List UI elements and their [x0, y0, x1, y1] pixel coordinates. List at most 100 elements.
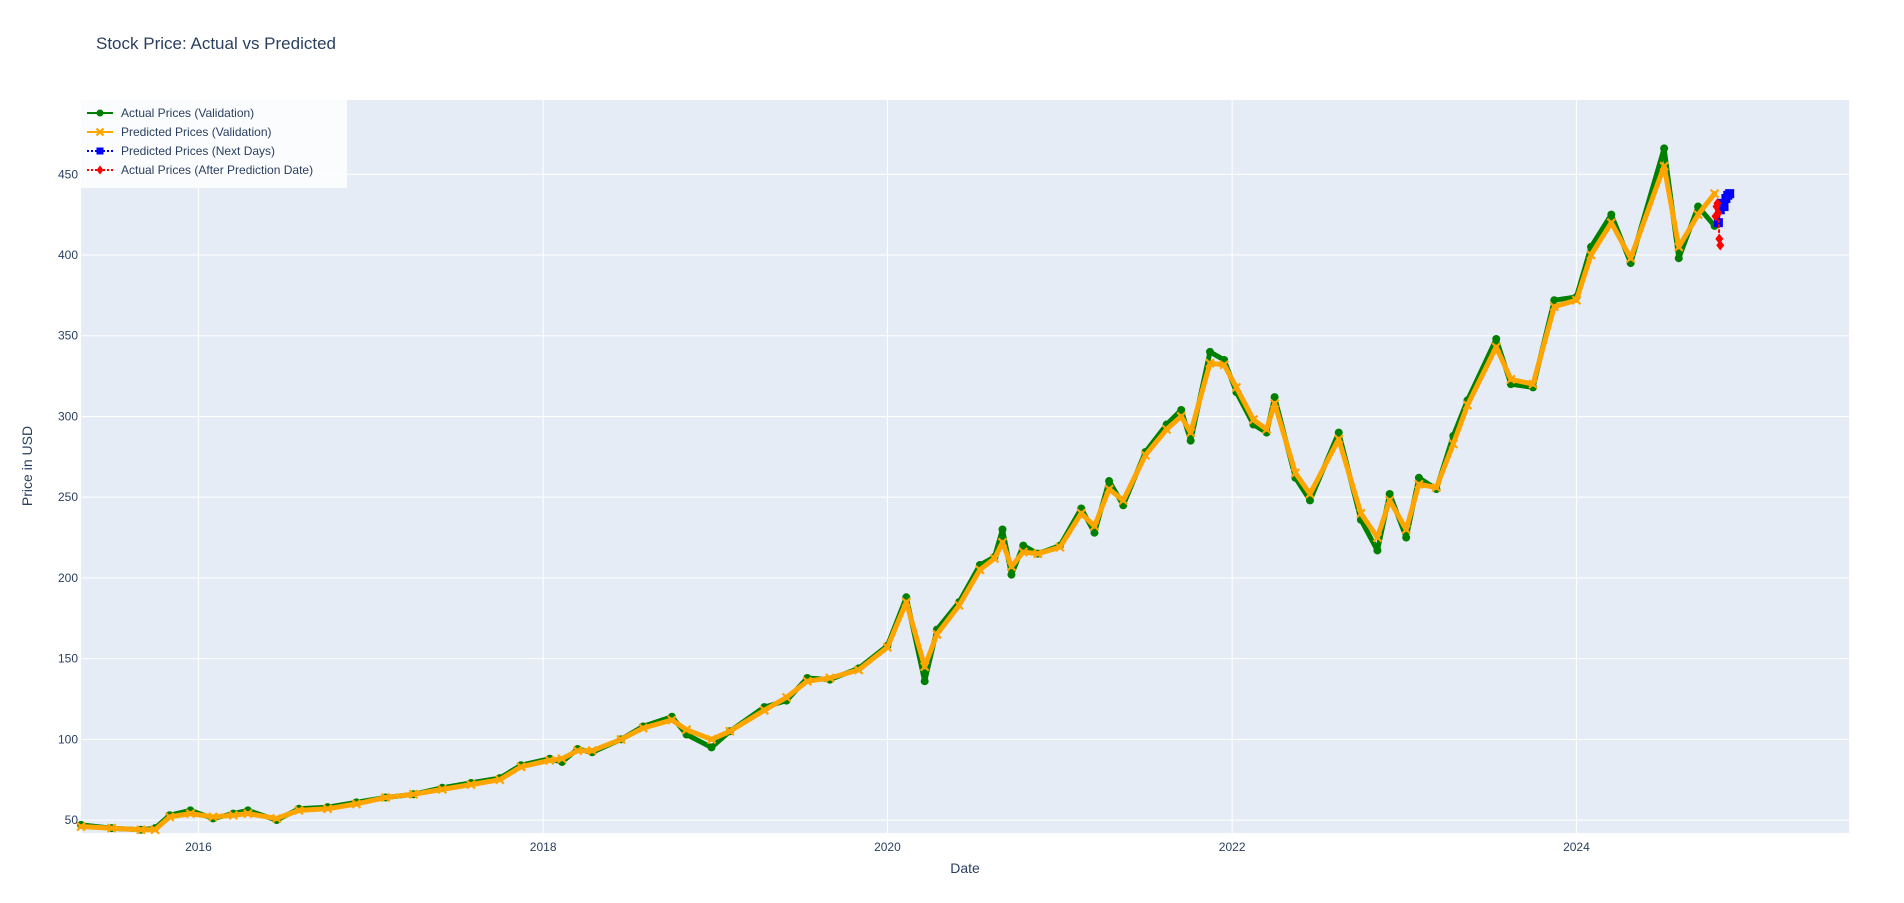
series-layer — [76, 144, 1735, 835]
y-tick-label: 200 — [58, 571, 78, 585]
data-point — [802, 676, 813, 687]
legend-item[interactable]: Actual Prices (After Prediction Date) — [85, 161, 313, 179]
data-point — [1660, 144, 1669, 153]
data-point — [294, 805, 304, 816]
data-point — [1607, 210, 1616, 219]
chart-title: Stock Price: Actual vs Predicted — [96, 34, 336, 53]
data-point — [1606, 217, 1617, 228]
data-point — [1018, 547, 1029, 557]
data-point — [882, 642, 893, 653]
data-point — [681, 724, 692, 735]
data-point — [1716, 240, 1725, 251]
data-point — [1373, 546, 1382, 555]
legend-swatch — [87, 109, 113, 117]
data-point — [1019, 541, 1028, 550]
data-point — [1693, 209, 1703, 220]
y-tick-label: 250 — [58, 490, 78, 504]
data-point — [1725, 189, 1735, 199]
data-point — [1414, 479, 1424, 490]
data-point — [228, 810, 239, 821]
data-point — [1384, 495, 1395, 506]
data-point — [1269, 398, 1280, 409]
data-point — [1506, 374, 1516, 385]
data-point — [1659, 161, 1669, 171]
data-point — [1076, 508, 1087, 519]
data-point — [437, 784, 448, 795]
legend-swatch — [87, 127, 113, 137]
y-axis-ticks: 50 100 150 200 250 300 350 400 450 — [58, 167, 78, 827]
data-point — [494, 774, 505, 785]
legend-marker — [95, 127, 105, 137]
data-point — [1674, 254, 1683, 263]
y-tick-label: 450 — [58, 167, 78, 181]
data-point — [825, 673, 835, 683]
y-axis-title: Price in USD — [19, 426, 35, 506]
x-tick-label: 2020 — [874, 840, 901, 854]
data-point — [667, 715, 677, 725]
y-tick-label: 50 — [65, 813, 79, 827]
data-point — [1714, 207, 1723, 219]
data-point — [1104, 484, 1114, 494]
data-point — [1414, 473, 1423, 482]
data-point — [1205, 347, 1214, 356]
data-point — [1118, 495, 1128, 506]
data-point — [136, 824, 146, 835]
y-tick-label: 400 — [58, 248, 78, 262]
legend-swatch — [87, 147, 113, 155]
data-point — [106, 823, 117, 833]
data-point — [164, 812, 175, 822]
data-point — [1586, 250, 1596, 260]
data-point — [408, 789, 419, 800]
data-point — [901, 597, 912, 607]
data-point — [1625, 253, 1636, 264]
data-point — [1334, 428, 1343, 437]
data-point — [954, 600, 964, 611]
y-tick-label: 150 — [58, 652, 78, 666]
data-point — [616, 734, 626, 745]
data-point — [1673, 242, 1684, 252]
x-tick-label: 2016 — [185, 840, 212, 854]
legend[interactable]: Actual Prices (Validation) Predicted Pric… — [81, 100, 347, 188]
data-point — [1140, 450, 1151, 460]
data-point — [1261, 424, 1272, 435]
data-point — [1709, 188, 1720, 199]
data-point — [1270, 393, 1279, 402]
data-point — [638, 723, 648, 733]
data-point — [1248, 414, 1259, 425]
data-point — [76, 821, 86, 832]
data-point — [1401, 524, 1411, 535]
data-point — [185, 808, 196, 819]
data-point — [466, 779, 476, 790]
data-point — [989, 553, 1000, 564]
data-point — [1033, 548, 1043, 559]
data-point — [1231, 382, 1242, 393]
data-point — [1528, 379, 1538, 389]
x-axis-ticks: 2016 2018 2020 2022 2024 — [185, 840, 1590, 854]
y-tick-label: 300 — [58, 409, 78, 423]
legend-item[interactable]: Predicted Prices (Validation) — [85, 123, 272, 141]
legend-marker — [96, 165, 104, 175]
legend-item[interactable]: Predicted Prices (Next Days) — [85, 142, 275, 160]
data-point — [997, 537, 1008, 548]
data-point — [271, 813, 282, 824]
data-point — [1372, 532, 1383, 543]
grid-lines — [81, 100, 1849, 833]
data-point — [1161, 424, 1172, 435]
data-point — [1055, 542, 1065, 553]
data-point — [1491, 342, 1502, 352]
data-point — [1715, 233, 1724, 245]
legend-item[interactable]: Actual Prices (Validation) — [85, 104, 254, 122]
data-point — [1176, 411, 1187, 422]
data-point — [1105, 477, 1114, 486]
legend-label: Actual Prices (Validation) — [121, 106, 255, 120]
data-point — [243, 808, 253, 819]
data-point — [1431, 482, 1442, 493]
data-point — [380, 792, 391, 803]
data-point — [1186, 436, 1195, 445]
data-point — [1089, 521, 1100, 532]
series-1 — [76, 161, 1720, 835]
data-point — [1305, 489, 1315, 499]
data-point — [975, 565, 985, 575]
data-point — [1713, 198, 1722, 209]
